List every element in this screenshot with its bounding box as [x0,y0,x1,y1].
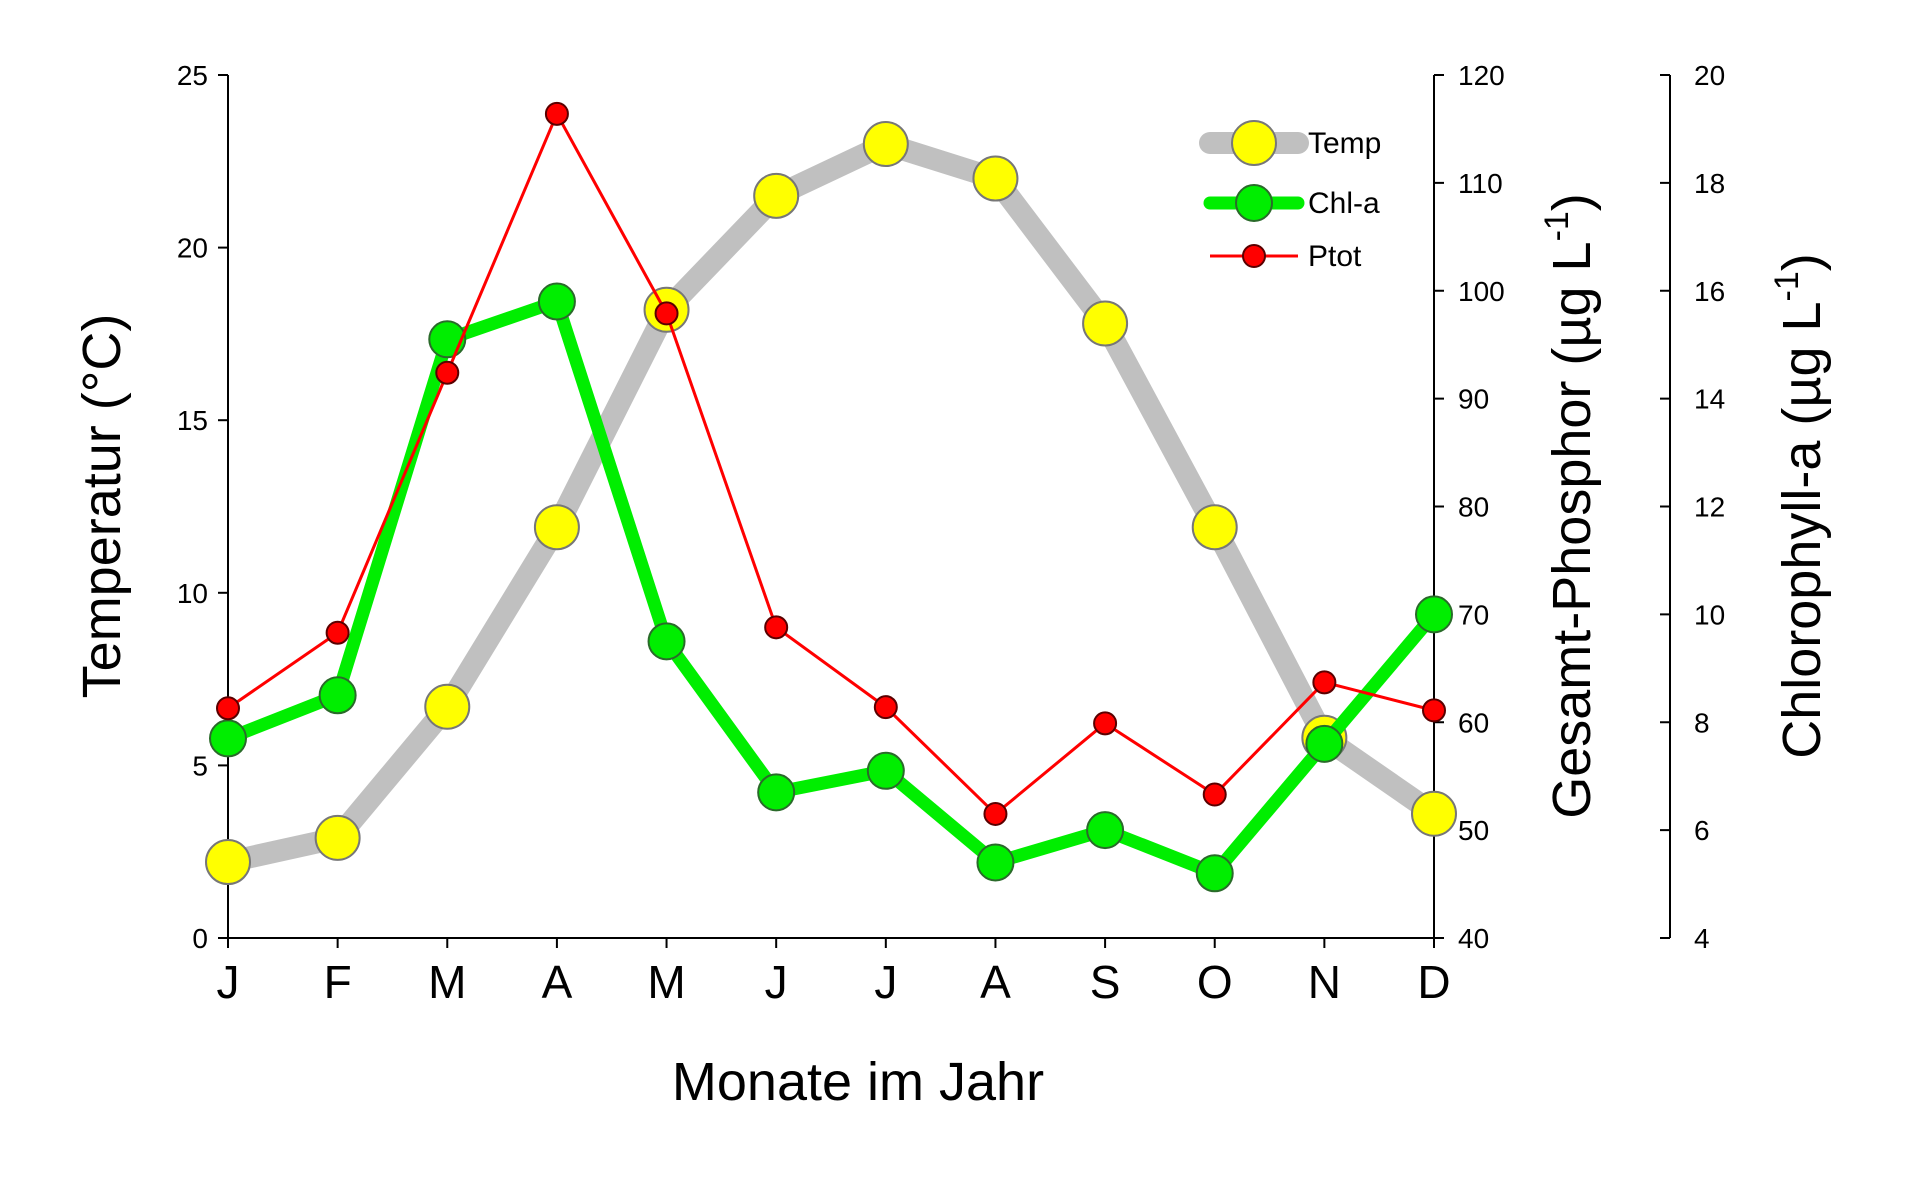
phosphor-y-tick-label: 50 [1458,815,1489,846]
data-point [1093,711,1118,736]
data-point [1086,811,1125,850]
data-point [753,172,800,219]
data-point [537,282,576,321]
x-tick-label: O [1197,956,1233,1008]
x-tick-label: F [324,956,352,1008]
data-point [1312,670,1337,695]
data-point [654,301,679,326]
left-y-tick-label: 5 [192,750,208,781]
x-tick-label: N [1308,956,1341,1008]
left-y-tick-label: 25 [177,60,208,91]
x-tick-label: A [980,956,1011,1008]
phosphor-y-tick-label: 90 [1458,384,1489,415]
data-point [544,101,569,126]
data-point [318,676,357,715]
legend-ptot-marker [1242,244,1266,268]
data-point [983,801,1008,826]
data-point [314,814,361,861]
chlorophyll-y-tick-label: 14 [1694,384,1725,415]
chlorophyll-y-tick-label: 16 [1694,276,1725,307]
phosphor-y-ticks: 40 50 60 70 80 90 100 110 120 [1434,60,1505,954]
phosphor-y-tick-label: 110 [1458,168,1503,199]
x-tick-label: A [542,956,573,1008]
data-point [1415,595,1453,634]
data-point [216,696,240,721]
legend-ptot-label: Ptot [1308,240,1362,273]
left-y-tick-label: 0 [192,923,208,954]
series-layer [205,101,1457,893]
series-line [226,112,1436,816]
phosphor-axis-title-sup: -1 [1538,211,1576,241]
chlorophyll-y-tick-label: 20 [1694,60,1725,91]
data-point [1082,300,1129,347]
data-point [209,719,247,758]
data-point [424,683,471,730]
legend-chla-marker [1235,184,1273,222]
data-point [533,504,580,551]
left-y-tick-label: 10 [177,578,208,609]
chlorophyll-y-tick-label: 10 [1694,599,1725,630]
phosphor-y-tick-label: 60 [1458,707,1489,738]
x-tick-label: M [428,956,466,1008]
chlorophyll-axis-title: Chlorophyll-a (µg L-1) [1768,253,1832,759]
x-tick-label: S [1090,956,1121,1008]
data-point [976,843,1015,882]
data-point [205,839,251,886]
x-tick-label: J [765,956,788,1008]
series-chl-a [209,282,1453,893]
data-point [972,155,1019,202]
data-point [1411,790,1457,837]
phosphor-y-tick-label: 70 [1458,599,1489,630]
legend-temp-marker [1231,120,1277,166]
data-point [873,695,898,720]
series-line [221,295,1441,880]
x-axis-title: Monate im Jahr [672,1052,1044,1112]
legend: Temp Chl-a Ptot [1199,120,1381,273]
legend-temp-label: Temp [1308,127,1381,160]
data-point [1422,698,1446,723]
data-point [435,360,460,385]
phosphor-axis-title: Gesamt-Phosphor (µg L-1) [1538,193,1602,819]
x-tick-label: M [647,956,685,1008]
chlorophyll-axis-title-sup: -1 [1768,271,1806,301]
data-point [1195,854,1234,893]
phosphor-y-tick-label: 100 [1458,276,1505,307]
data-point [325,620,350,645]
phosphor-y-tick-label: 80 [1458,492,1489,523]
chlorophyll-y-tick-label: 4 [1694,923,1710,954]
data-point [866,751,905,790]
data-point [1305,724,1344,763]
x-tick-label: J [217,956,240,1008]
chlorophyll-y-tick-label: 8 [1694,707,1710,738]
x-tick-label: D [1417,956,1450,1008]
series-line [217,133,1445,874]
data-point [862,121,909,168]
left-axis-title: Temperatur (°C) [72,314,132,699]
data-point [757,773,796,812]
phosphor-y-tick-label: 40 [1458,923,1489,954]
left-y-tick-label: 15 [177,405,208,436]
data-point [1191,504,1238,551]
data-point [764,615,789,640]
left-y-tick-label: 20 [177,233,208,264]
series-ptot [216,101,1446,826]
phosphor-y-tick-label: 120 [1458,60,1505,91]
x-tick-label: J [874,956,897,1008]
left-y-ticks: 0 5 10 15 20 25 [177,60,228,954]
data-point [1202,782,1227,807]
chlorophyll-y-tick-label: 18 [1694,168,1725,199]
data-point [647,622,686,661]
legend-chla-label: Chl-a [1308,187,1380,220]
chlorophyll-y-tick-label: 6 [1694,815,1710,846]
chlorophyll-y-tick-label: 12 [1694,492,1725,523]
chlorophyll-y-ticks: 4 6 8 10 12 14 16 18 20 [1660,60,1725,954]
